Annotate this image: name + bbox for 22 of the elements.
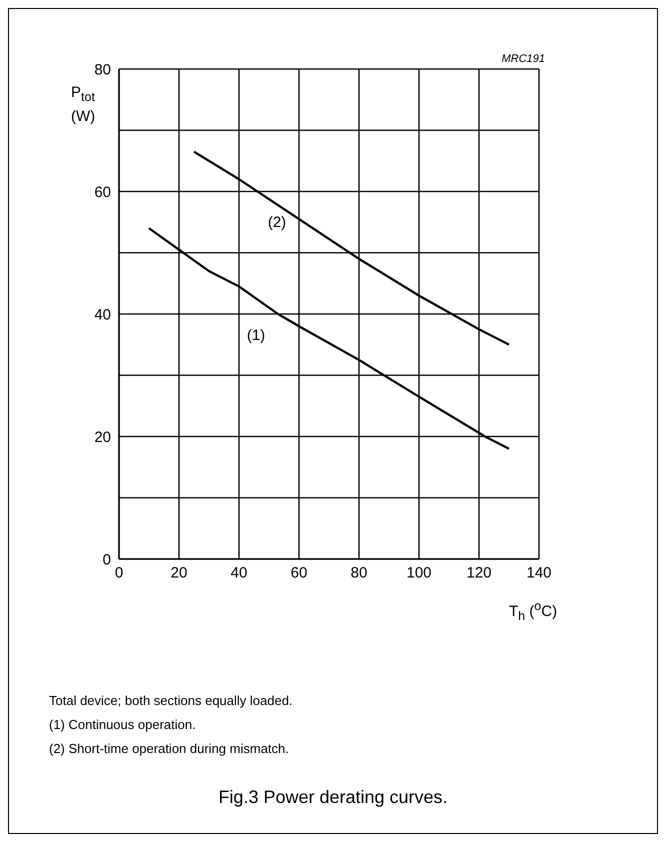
x-tick-label: 0 — [114, 564, 124, 582]
y-tick-label: 20 — [94, 428, 111, 446]
x-tick-label: 60 — [290, 564, 308, 582]
x-tick-label: 40 — [230, 564, 248, 582]
text: Total device; both sections equally loaded. — [49, 693, 293, 708]
x-tick-label: 120 — [466, 564, 492, 582]
x-axis-title: T$_{h}$ ($^{o}$C) — [509, 599, 558, 623]
y-tick-label: 40 — [94, 306, 111, 324]
text: Fig.3 Power derating curves. — [218, 787, 448, 807]
text: (1) Continuous operation. — [49, 717, 196, 732]
y-tick-label: 60 — [94, 184, 111, 201]
x-tick-label: 140 — [526, 564, 552, 582]
annotation: (1) — [246, 327, 266, 344]
text: (2) Short-time operation during mismatch. — [49, 741, 289, 756]
y-tick-label: 80 — [94, 61, 111, 78]
x-tick-label: 100 — [406, 564, 432, 582]
annotation: (2) — [268, 214, 286, 232]
x-tick-label: 80 — [350, 564, 368, 582]
y-axis-title: P$_{tot}$ (W) — [71, 84, 96, 125]
text: MRC191 — [502, 53, 545, 65]
y-tick-label: 0 — [102, 551, 111, 568]
x-tick-label: 20 — [170, 564, 188, 582]
